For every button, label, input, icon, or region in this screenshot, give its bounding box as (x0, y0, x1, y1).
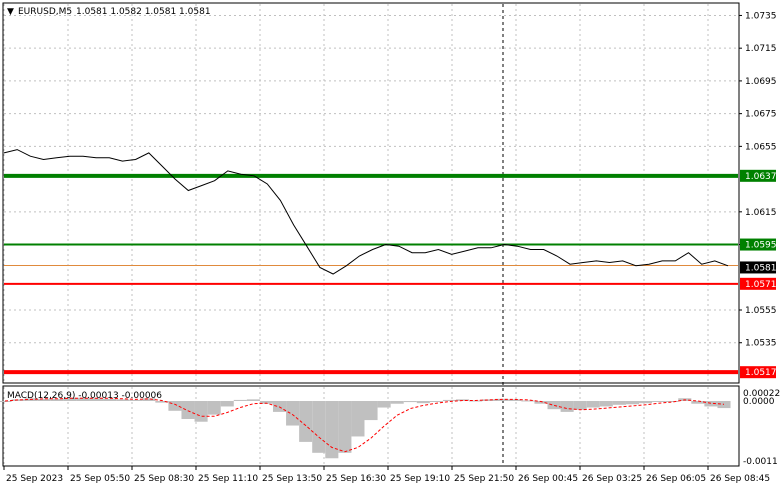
macd-histogram (0, 397, 731, 459)
time-tick-label: 26 Sep 03:25 (582, 474, 642, 484)
macd-bar (495, 398, 509, 401)
price-tick-label: 1.0655 (745, 142, 777, 152)
macd-bar (50, 398, 64, 401)
macd-bar (403, 401, 417, 403)
time-tick-label: 25 Sep 2023 (6, 474, 63, 484)
macd-scale-top: 0.00022 (743, 389, 780, 399)
time-tick-label: 25 Sep 11:10 (198, 474, 258, 484)
price-levels (4, 173, 738, 375)
macd-bar (508, 399, 522, 401)
price-line-series (3, 149, 729, 275)
macd-bar (704, 401, 718, 407)
macd-bar (116, 399, 130, 401)
macd-bar (599, 401, 613, 407)
macd-bar (181, 401, 195, 419)
macd-signal-line (4, 397, 725, 453)
level-tags: 1.0637 1.0595 1.0571 1.0517 1.0581 (740, 169, 777, 379)
macd-bar (325, 401, 339, 459)
macd-bar (103, 398, 117, 401)
price-tick-label: 1.0695 (745, 77, 777, 87)
level-tag-label: 1.0571 (745, 280, 777, 290)
macd-bar (717, 401, 731, 409)
macd-scale-bottom: -0.0011 (743, 457, 778, 467)
macd-bar (639, 401, 653, 404)
level-tag-label: 1.0517 (745, 368, 777, 378)
time-tick-label: 25 Sep 21:50 (454, 474, 514, 484)
level-tag-support (740, 366, 776, 379)
price-tick-label: 1.0675 (745, 110, 777, 120)
macd-bar (547, 401, 561, 410)
price-tick-label: 1.0615 (745, 208, 777, 218)
macd-bar (573, 401, 587, 410)
macd-bar (37, 398, 51, 401)
macd-bar (351, 401, 365, 437)
macd-bar (390, 401, 404, 404)
level-tag-label: 1.0595 (745, 241, 777, 251)
macd-bar (76, 397, 90, 401)
macd-bar (534, 401, 548, 404)
macd-bar (612, 401, 626, 405)
symbol-dropdown-icon[interactable]: ▼ (7, 7, 14, 17)
chart-ohlc-values: 1.0581 1.0582 1.0581 1.0581 (76, 7, 211, 17)
macd-bar (364, 401, 378, 421)
time-tick-label: 26 Sep 08:45 (710, 474, 770, 484)
macd-bar (142, 398, 156, 401)
time-tick-label: 26 Sep 00:45 (518, 474, 578, 484)
time-tick-label: 25 Sep 05:50 (70, 474, 130, 484)
time-tick-label: 25 Sep 16:30 (326, 474, 386, 484)
macd-bar (299, 401, 313, 442)
price-tick-label: 1.0715 (745, 44, 777, 54)
macd-bar (194, 401, 208, 422)
macd-bar (586, 401, 600, 408)
time-axis[interactable]: 25 Sep 2023 25 Sep 05:50 25 Sep 08:30 25 Se… (3, 466, 770, 484)
price-pane[interactable] (2, 2, 740, 384)
level-tag-resistance (740, 169, 776, 182)
macd-bar (625, 401, 640, 405)
price-tick-label: 1.0735 (745, 11, 777, 21)
macd-bar (207, 401, 221, 415)
level-tag-resistance (740, 238, 776, 251)
macd-bar (63, 397, 77, 401)
grid-lines (3, 4, 738, 465)
macd-bar (652, 401, 666, 402)
macd-bar (155, 401, 169, 403)
macd-bar (233, 399, 247, 401)
time-tick-label: 25 Sep 13:50 (262, 474, 322, 484)
time-tick-label: 25 Sep 19:10 (390, 474, 450, 484)
price-tick-label: 1.0535 (745, 339, 777, 349)
macd-bar (0, 401, 12, 402)
macd-bar (89, 398, 104, 401)
level-tag-label: 1.0637 (745, 172, 777, 182)
time-tick-label: 25 Sep 08:30 (134, 474, 194, 484)
current-price-tag (740, 261, 776, 274)
macd-bar (665, 401, 679, 402)
macd-bar (220, 401, 234, 407)
macd-bar (259, 401, 273, 404)
chart-symbol-label: EURUSD,M5 (18, 7, 72, 17)
level-tag-support (740, 277, 776, 290)
macd-scale-zero: 0.0000 (743, 397, 775, 407)
macd-bar (286, 401, 300, 426)
macd-bar (521, 400, 535, 402)
macd-bar (129, 399, 143, 401)
macd-bar (416, 401, 430, 404)
current-price-label: 1.0581 (745, 263, 777, 273)
macd-bar (691, 401, 705, 404)
macd-bar (312, 401, 326, 453)
macd-bar (482, 399, 496, 401)
macd-bar (246, 399, 260, 401)
macd-bar (377, 401, 391, 408)
macd-bar (338, 401, 352, 453)
macd-bar (429, 401, 443, 402)
macd-bar (442, 399, 457, 401)
macd-bar (11, 399, 25, 401)
price-tick-label: 1.0555 (745, 306, 777, 316)
macd-bar (272, 401, 287, 412)
time-tick-label: 26 Sep 06:05 (646, 474, 706, 484)
macd-bar (560, 401, 574, 412)
macd-indicator-label: MACD(12,26,9) -0.00013 -0.00006 (7, 391, 162, 401)
macd-bar (168, 401, 182, 411)
